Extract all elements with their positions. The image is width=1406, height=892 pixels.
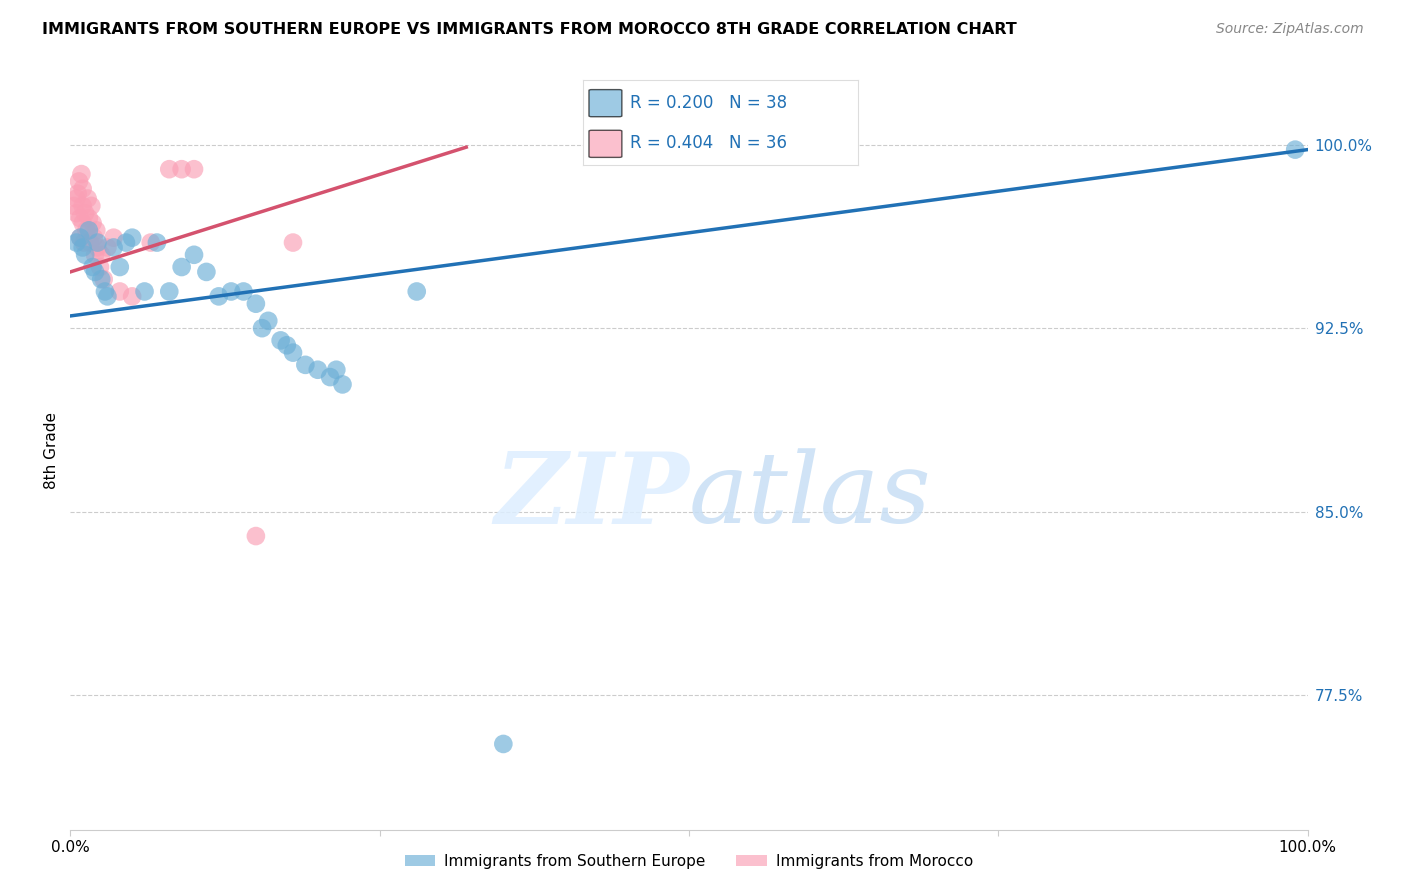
Point — [65, 192, 87, 206]
Point — [250, 321, 273, 335]
Text: R = 0.404   N = 36: R = 0.404 N = 36 — [630, 134, 787, 152]
Point — [219, 285, 242, 299]
Point — [208, 289, 231, 303]
Point — [77, 223, 100, 237]
Point — [103, 240, 125, 254]
Point — [79, 235, 101, 250]
Text: ZIP: ZIP — [494, 448, 689, 544]
Point — [257, 314, 280, 328]
Point — [294, 358, 316, 372]
Point — [84, 248, 107, 262]
Point — [405, 285, 427, 299]
Point — [232, 285, 254, 299]
Point — [139, 235, 162, 250]
Point — [80, 199, 103, 213]
Point — [276, 338, 298, 352]
Point — [94, 285, 117, 299]
Point — [103, 230, 125, 244]
Point — [82, 216, 104, 230]
Point — [281, 345, 304, 359]
Point — [96, 240, 118, 254]
Point — [134, 285, 156, 299]
Point — [67, 174, 90, 188]
Point — [108, 260, 131, 274]
Point — [83, 230, 105, 244]
Point — [77, 211, 100, 226]
Point — [65, 235, 87, 250]
Point — [245, 296, 267, 310]
Point — [245, 529, 267, 543]
Point — [183, 248, 205, 262]
Point — [170, 162, 193, 177]
Point — [84, 265, 107, 279]
Point — [89, 260, 111, 274]
Point — [183, 162, 205, 177]
Point — [319, 370, 342, 384]
Point — [65, 206, 87, 220]
Legend: Immigrants from Southern Europe, Immigrants from Morocco: Immigrants from Southern Europe, Immigra… — [398, 847, 980, 875]
Text: Source: ZipAtlas.com: Source: ZipAtlas.com — [1216, 22, 1364, 37]
Point — [108, 285, 131, 299]
Point — [270, 334, 292, 348]
Point — [115, 235, 138, 250]
Text: atlas: atlas — [689, 449, 932, 543]
Point — [325, 363, 347, 377]
Text: IMMIGRANTS FROM SOUTHERN EUROPE VS IMMIGRANTS FROM MOROCCO 8TH GRADE CORRELATION: IMMIGRANTS FROM SOUTHERN EUROPE VS IMMIG… — [42, 22, 1017, 37]
Text: R = 0.200   N = 38: R = 0.200 N = 38 — [630, 95, 787, 112]
FancyBboxPatch shape — [589, 89, 621, 117]
Point — [90, 272, 112, 286]
Point — [75, 206, 97, 220]
Point — [157, 285, 180, 299]
Point — [307, 363, 329, 377]
Point — [72, 199, 94, 213]
Point — [63, 199, 86, 213]
FancyBboxPatch shape — [589, 130, 621, 157]
Point — [69, 230, 91, 244]
Point — [1284, 143, 1306, 157]
Point — [86, 240, 108, 254]
Point — [93, 272, 115, 286]
Point — [157, 162, 180, 177]
Point — [75, 223, 97, 237]
Point — [86, 235, 108, 250]
Point — [146, 235, 169, 250]
Point — [72, 240, 94, 254]
Point — [195, 265, 218, 279]
Point — [72, 182, 94, 196]
Point — [66, 186, 89, 201]
Point — [170, 260, 193, 274]
Point — [84, 223, 107, 237]
Point — [82, 260, 104, 274]
Point — [90, 248, 112, 262]
Point — [121, 230, 143, 244]
Point — [70, 167, 93, 181]
Point — [73, 235, 96, 250]
Point — [76, 192, 98, 206]
Point — [121, 289, 143, 303]
Point — [96, 289, 118, 303]
Point — [492, 737, 515, 751]
Point — [332, 377, 354, 392]
Y-axis label: 8th Grade: 8th Grade — [44, 412, 59, 489]
Point — [69, 211, 91, 226]
Point — [281, 235, 304, 250]
Point — [72, 216, 94, 230]
Point — [75, 248, 97, 262]
Point — [69, 230, 91, 244]
